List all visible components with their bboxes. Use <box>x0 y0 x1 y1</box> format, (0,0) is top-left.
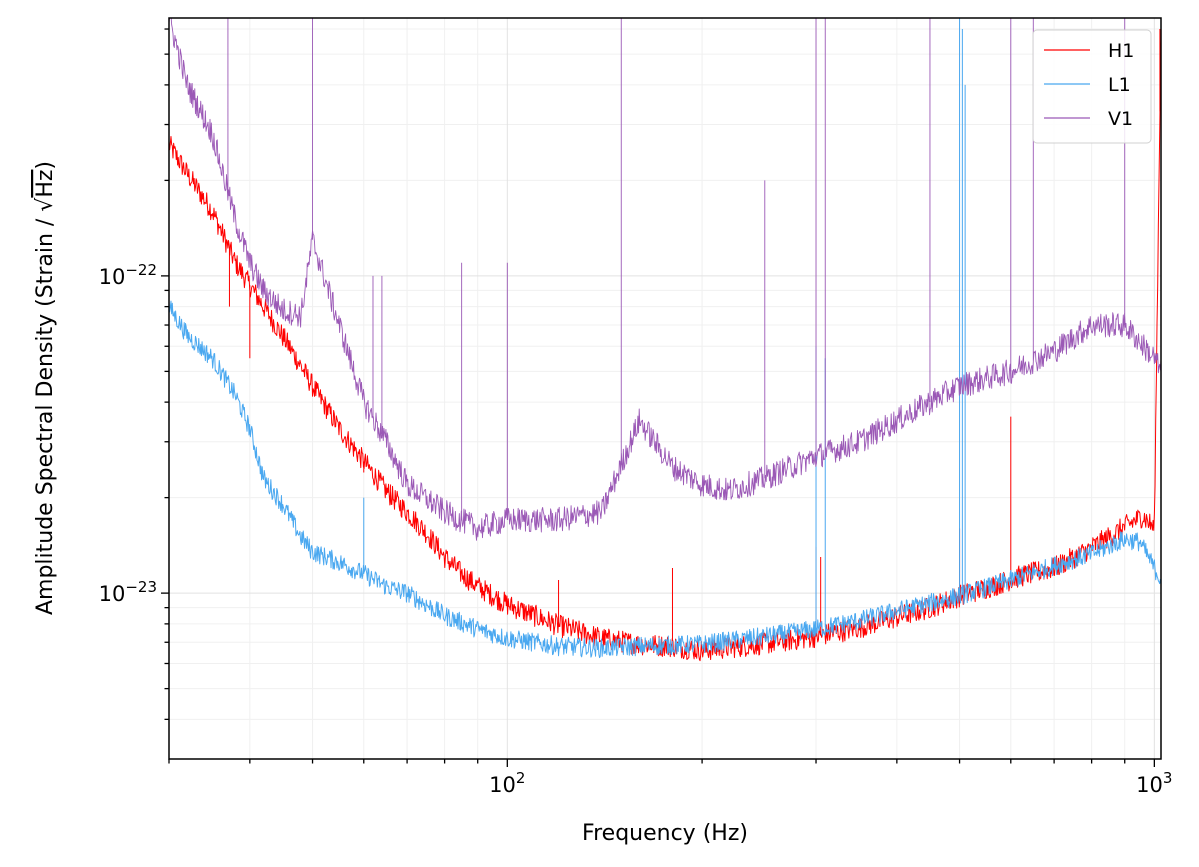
plot-background <box>169 18 1161 759</box>
x-axis-title: Frequency (Hz) <box>582 821 748 846</box>
plot-frame <box>168 17 1162 760</box>
svg-text:Amplitude Spectral Density (St: Amplitude Spectral Density (Strain / √Hz… <box>33 161 58 615</box>
x-tick-label: 103 <box>1136 769 1172 797</box>
ticks-layer <box>161 28 1155 767</box>
y-axis-title-radical: √ <box>33 197 58 212</box>
y-axis-title: Amplitude Spectral Density (Strain / √Hz… <box>33 161 58 615</box>
y-axis-title-prefix: Amplitude Spectral Density (Strain / <box>33 212 58 615</box>
legend: H1 L1 V1 <box>1032 29 1152 144</box>
y-axis-title-suffix: ) <box>33 161 58 170</box>
legend-box <box>1032 29 1152 144</box>
x-tick-label: 102 <box>489 769 525 797</box>
y-tick-label: 10−22 <box>99 261 157 289</box>
legend-label-v1: V1 <box>1108 108 1133 130</box>
series-layer <box>169 18 1161 662</box>
series-line-v1 <box>169 18 1161 541</box>
legend-label-l1: L1 <box>1108 74 1131 96</box>
series-line-l1 <box>169 18 1161 659</box>
y-axis-title-unit: Hz <box>33 170 58 198</box>
tick-labels: 102 103 10−23 10−22 <box>99 261 1173 797</box>
y-tick-label: 10−23 <box>99 578 157 606</box>
legend-label-h1: H1 <box>1108 40 1134 62</box>
